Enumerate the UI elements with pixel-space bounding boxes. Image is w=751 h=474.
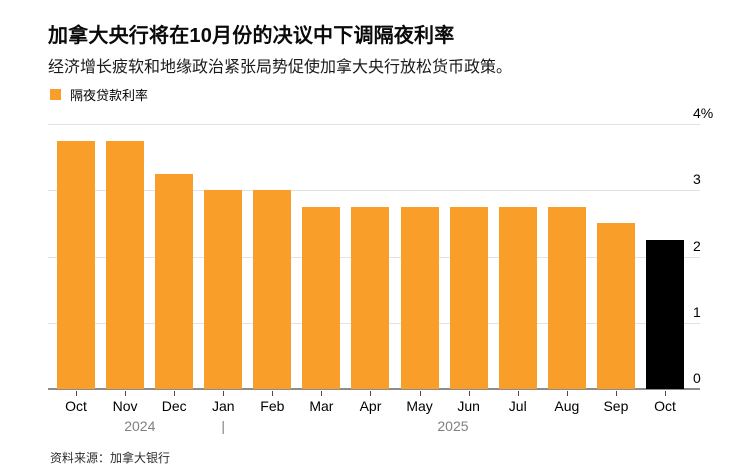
year-label: 2025 [437,418,469,434]
y-axis-tick-label: 0 [693,370,701,386]
x-axis-month-label: Sep [603,398,629,414]
bar-Apr-6 [351,206,390,389]
bar-Jul-9 [498,206,537,389]
x-axis-tick [223,391,225,396]
x-axis-month-label: Jul [508,398,527,414]
y-axis-tick-label: 4% [693,105,714,121]
x-axis-month-label: Oct [65,398,87,414]
x-axis-month-label: May [406,398,433,414]
x-axis-tick [664,391,666,396]
y-axis-tick-label: 3 [693,171,701,188]
x-axis-tick [370,391,372,396]
year-label: 2024 [124,418,156,434]
x-axis-month-label: Feb [260,398,285,414]
source-note: 资料来源：加拿大银行 [50,451,171,465]
y-axis-tick-label: 2 [693,237,701,254]
x-axis-month-label: Mar [309,398,334,414]
x-axis-month-label: Aug [554,398,580,414]
chart-title: 加拿大央行将在10月份的决议中下调隔夜利率 [48,25,455,47]
x-axis-line [48,388,700,390]
bar-Feb-4 [253,190,292,389]
x-axis-tick [321,391,323,396]
bar-Sep-11 [596,223,635,389]
bar-Oct-0 [57,140,95,389]
bar-Dec-2 [155,173,194,389]
x-axis-month-label: Oct [654,398,676,414]
x-axis-tick [76,391,77,396]
x-axis-tick [615,391,617,396]
x-axis-month-label: Dec [161,398,187,414]
y-axis-tick-label: 1 [693,303,701,320]
gridline [48,190,700,192]
bar-Mar-5 [302,206,341,389]
gridline [48,124,700,125]
x-axis-tick [468,391,470,396]
legend-swatch-icon [50,89,61,100]
legend-label: 隔夜贷款利率 [70,88,149,103]
bar-Oct-12 [645,239,684,389]
x-axis-month-label: Apr [359,398,382,414]
x-axis-tick [419,391,421,396]
bar-May-7 [400,206,439,389]
plot-area: 4% 3 2 1 0 Oct Nov Dec Jan Feb Mar Apr May Jun Jul Aug S… [48,105,713,434]
bar-Jun-8 [449,206,488,389]
year-separator: | [221,418,226,434]
bar-Aug-10 [547,206,586,389]
bar-Nov-1 [106,140,145,389]
bar-Jan-3 [204,190,243,389]
x-axis-month-label: Nov [112,398,138,414]
x-axis-tick [174,391,176,396]
legend: 隔夜贷款利率 [50,85,148,104]
x-axis-tick [125,391,127,396]
x-axis-month-label: Jun [457,398,480,414]
x-axis-month-label: Jan [211,398,235,414]
x-axis-tick [566,391,568,396]
x-axis-tick [272,391,274,396]
x-axis-tick [517,391,519,396]
chart-subtitle: 经济增长疲软和地缘政治紧张局势促使加拿大央行放松货币政策。 [48,59,513,76]
